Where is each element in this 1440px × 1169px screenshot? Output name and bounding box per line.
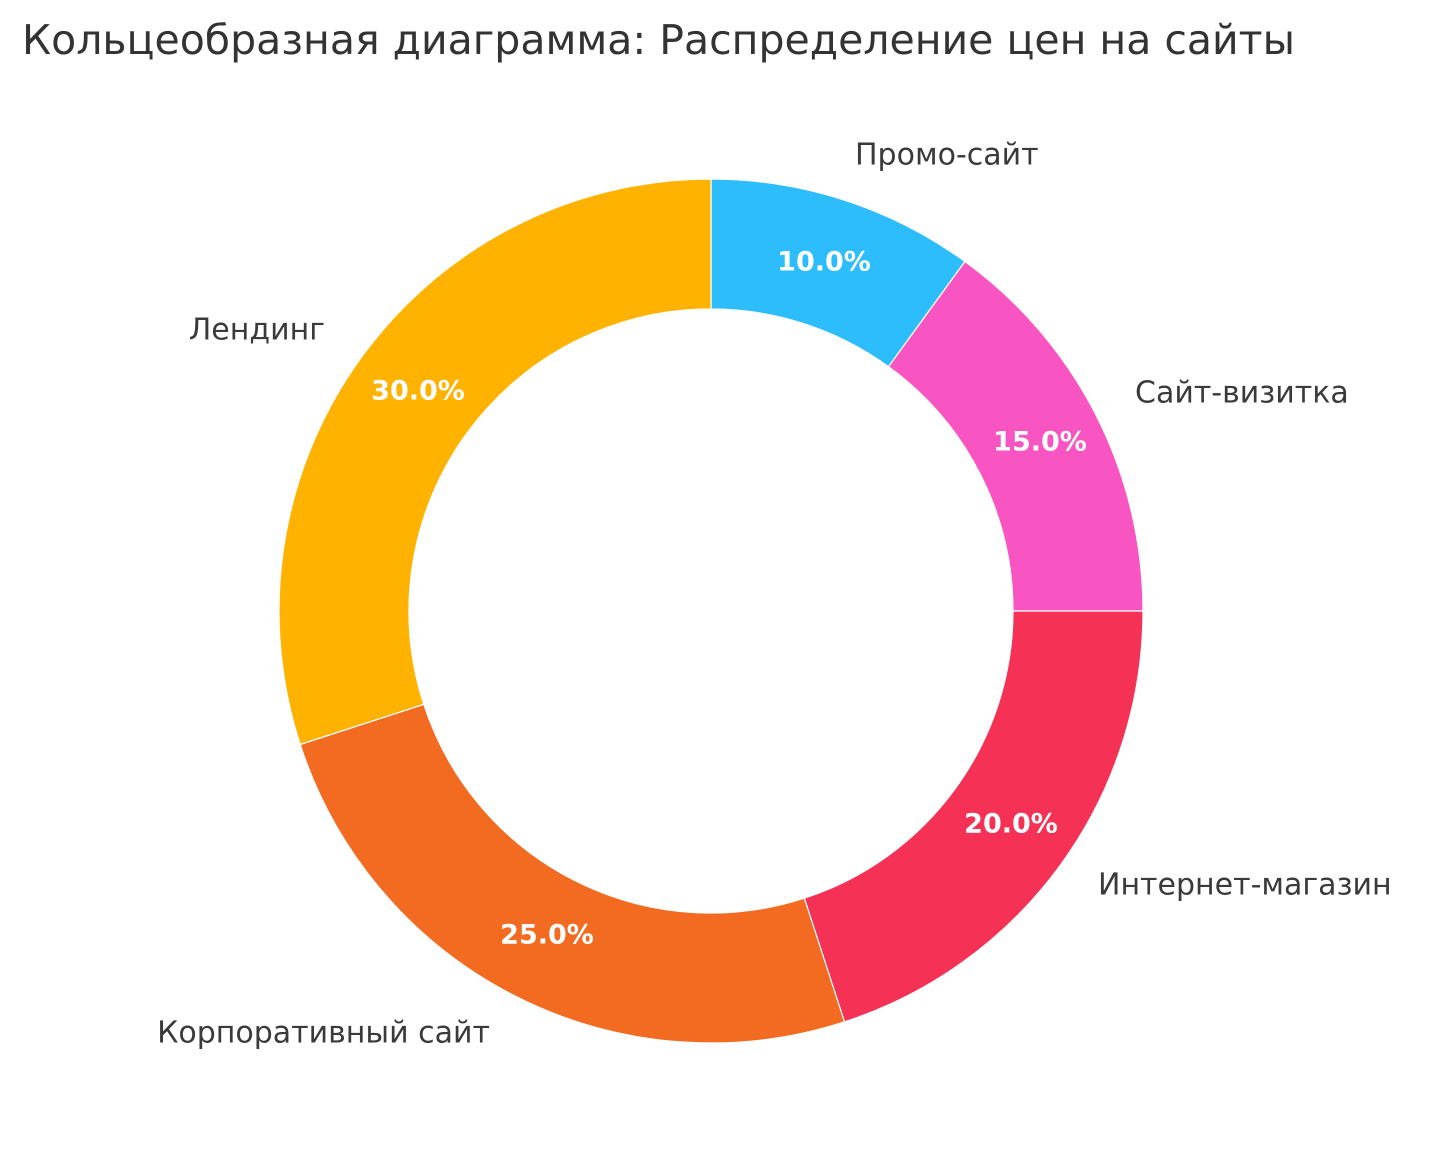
slice-category-label: Промо-сайт: [855, 138, 1039, 173]
donut-slice[interactable]: [278, 178, 712, 746]
slice-category-label: Корпоративный сайт: [157, 1016, 490, 1051]
slice-category-label: Интернет-магазин: [1098, 868, 1392, 903]
category-labels-group: Промо-сайт Сайт-визитка Интернет-магазин Ко…: [157, 138, 1392, 1051]
chart-title: Кольцеобразная диаграмма: Распределение …: [22, 16, 1295, 64]
donut-slice[interactable]: [803, 610, 1144, 1023]
slice-category-label: Лендинг: [189, 313, 325, 348]
donut-slice[interactable]: [299, 703, 846, 1044]
slice-category-label: Сайт-визитка: [1135, 376, 1349, 411]
slice-percentage-label: 15.0%: [993, 427, 1087, 458]
donut-slices-group: [278, 178, 1144, 1044]
slice-percentage-label: 25.0%: [500, 920, 594, 951]
slice-percentage-label: 20.0%: [964, 809, 1058, 840]
slice-percentage-label: 30.0%: [371, 376, 465, 407]
slice-percentage-label: 10.0%: [777, 247, 871, 278]
percentage-labels-group: 10.0% 15.0% 20.0% 25.0% 30.0%: [371, 247, 1087, 951]
